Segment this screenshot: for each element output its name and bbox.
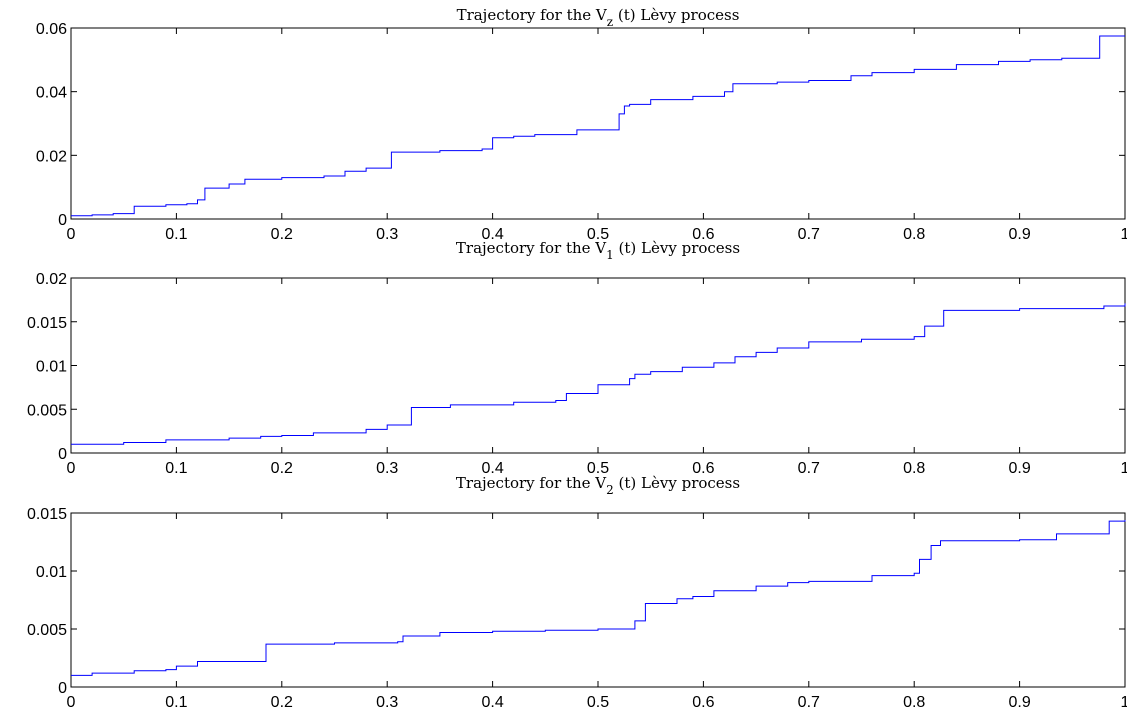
x-tick-label: 0.1 [165,226,187,243]
x-tick-label: 1 [1121,460,1127,477]
x-tick-label: 0.7 [798,226,820,243]
x-tick-label: 0.7 [798,460,820,477]
axes-frame [70,27,1126,220]
series-line [71,520,1126,676]
x-tick-label: 0.3 [376,226,398,243]
x-tick-label: 0.3 [376,460,398,477]
x-tick-label: 0.9 [1008,694,1030,711]
y-tick-label: 0.02 [36,148,67,165]
y-tick-label: 0 [58,680,67,697]
chart-title-suffix: (t) Lèvy process [613,6,739,24]
x-tick-label: 0.5 [587,694,609,711]
x-tick-label: 1 [1121,694,1127,711]
y-tick-label: 0.04 [36,85,67,102]
x-tick-label: 0.2 [271,694,293,711]
y-tick-label: 0.005 [27,622,67,639]
x-tick-label: 0.5 [587,460,609,477]
y-tick-label: 0.01 [36,359,67,376]
x-tick-label: 0.4 [481,226,503,243]
series-line [71,35,1125,217]
x-tick-label: 0.2 [271,460,293,477]
chart-title-prefix: Trajectory for the V [457,6,608,24]
y-tick-label: 0.005 [27,402,67,419]
y-tick-label: 0.02 [36,271,67,288]
x-tick-label: 0.9 [1008,226,1030,243]
y-tick-label: 0 [58,212,67,229]
x-tick-label: 0.5 [587,226,609,243]
chart-title-subscript: 2 [606,483,614,497]
x-tick-label: 0.7 [798,694,820,711]
x-tick-label: 0.1 [165,460,187,477]
series-line [71,303,1126,445]
y-tick-label: 0.015 [27,506,67,523]
x-tick-label: 0.2 [271,226,293,243]
chart-title-prefix: Trajectory for the V [456,239,607,257]
chart-title: Trajectory for the Vz (t) Lèvy process [457,6,740,29]
x-tick-label: 0.9 [1008,460,1030,477]
axes-frame [70,512,1126,688]
y-tick-label: 0.01 [36,564,67,581]
x-tick-label: 0.1 [165,694,187,711]
chart-title-suffix: (t) Lèvy process [614,474,740,492]
x-tick-label: 0 [67,694,76,711]
x-tick-label: 0 [67,460,76,477]
chart-title-subscript: z [607,15,613,29]
x-tick-label: 0.8 [903,694,925,711]
x-tick-label: 0.3 [376,694,398,711]
chart-title: Trajectory for the V1 (t) Lèvy process [456,239,740,262]
chart-title-prefix: Trajectory for the V [456,474,607,492]
x-tick-label: 0.4 [481,694,503,711]
y-tick-label: 0.015 [27,315,67,332]
x-tick-label: 0.6 [692,226,714,243]
axes-frame [70,277,1126,454]
x-tick-label: 0.6 [692,460,714,477]
y-tick-label: 0.06 [36,21,67,38]
chart-title-suffix: (t) Lèvy process [614,239,740,257]
x-tick-label: 0 [67,226,76,243]
x-tick-label: 0.4 [481,460,503,477]
x-tick-label: 0.8 [903,226,925,243]
y-tick-label: 0 [58,446,67,463]
x-tick-label: 0.8 [903,460,925,477]
chart-title-subscript: 1 [606,248,614,262]
chart-title: Trajectory for the V2 (t) Lèvy process [456,474,740,497]
x-tick-label: 1 [1121,226,1127,243]
x-tick-label: 0.6 [692,694,714,711]
